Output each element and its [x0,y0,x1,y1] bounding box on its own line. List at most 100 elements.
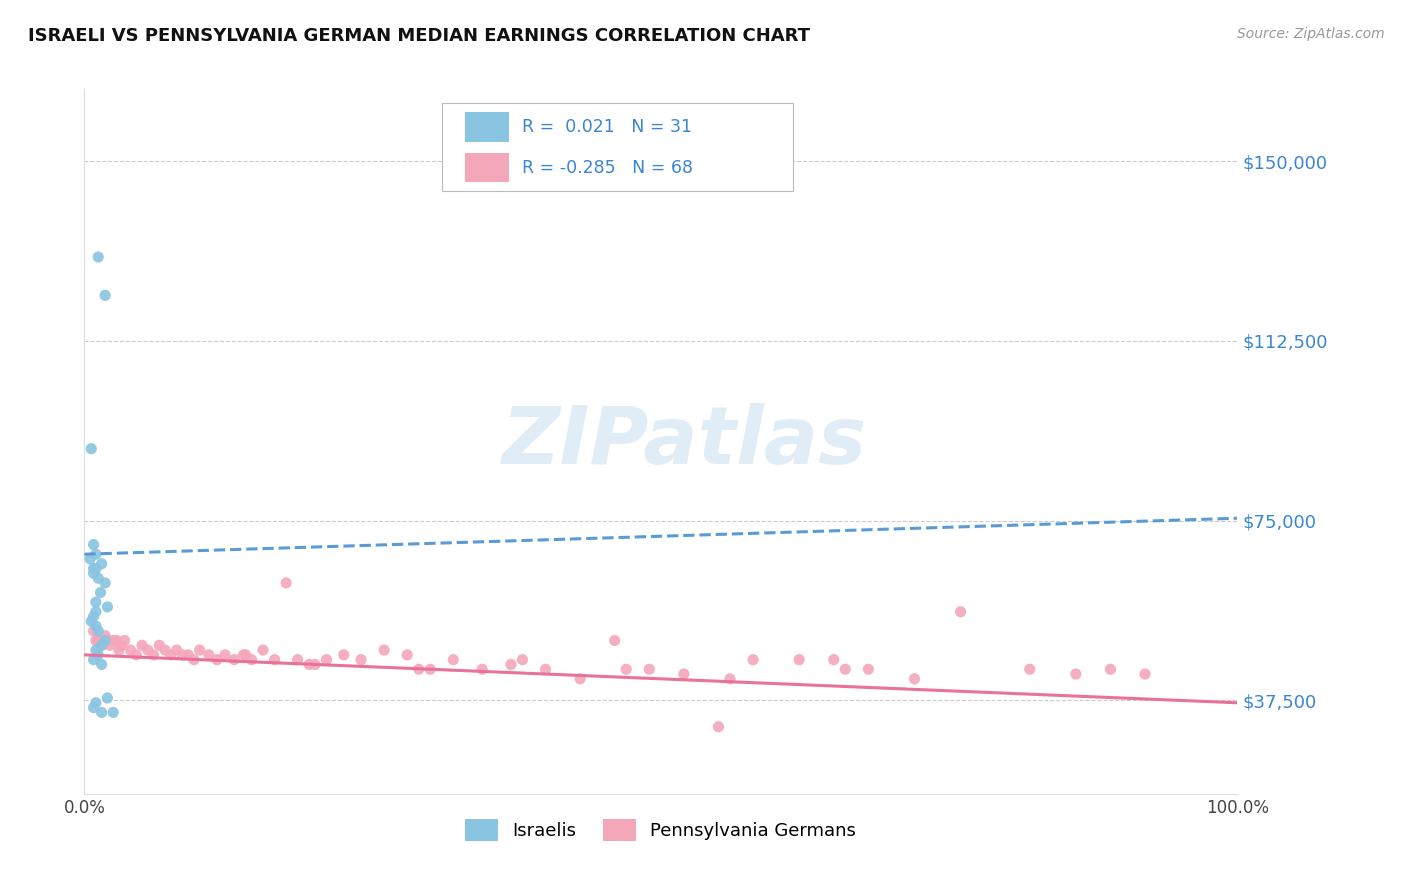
Point [188,643,211,657]
Point [471,662,494,676]
Point [499,657,522,672]
Point [125,648,148,662]
Point [160,648,183,662]
Text: Source: ZipAtlas.com: Source: ZipAtlas.com [1237,27,1385,41]
Point [373,643,395,657]
Point [232,648,254,662]
Point [172,648,194,662]
Point [96,691,118,706]
Point [949,605,972,619]
Point [114,633,136,648]
Point [205,653,228,667]
Text: ZIPatlas: ZIPatlas [502,402,866,481]
Point [80,442,103,456]
FancyBboxPatch shape [465,112,509,142]
Point [350,653,373,667]
Point [87,250,110,264]
Point [94,288,117,302]
Point [142,648,165,662]
Point [224,653,246,667]
Point [569,672,592,686]
Point [131,638,153,652]
Point [742,653,765,667]
Point [94,633,117,648]
Point [214,648,236,662]
Point [315,653,337,667]
Point [96,633,118,648]
Point [638,662,661,676]
FancyBboxPatch shape [441,103,793,192]
Point [603,633,626,648]
Point [534,662,557,676]
Point [166,643,188,657]
Point [87,624,110,638]
Point [98,638,121,652]
Point [90,638,112,652]
Point [153,643,176,657]
Point [83,700,105,714]
Point [787,653,810,667]
Point [87,633,110,648]
Point [94,576,117,591]
Point [298,657,321,672]
Point [276,576,298,591]
Point [148,638,170,652]
Point [1133,667,1156,681]
Point [177,648,200,662]
Point [103,706,124,720]
Point [108,643,131,657]
Point [823,653,845,667]
Point [1099,662,1122,676]
Point [80,615,103,629]
Point [90,638,112,652]
Point [94,629,117,643]
Point [103,633,124,648]
Legend: Israelis, Pennsylvania Germans: Israelis, Pennsylvania Germans [458,812,863,848]
Point [304,657,326,672]
Point [110,638,132,652]
Point [89,585,111,599]
Point [1018,662,1040,676]
Point [84,643,107,657]
FancyBboxPatch shape [465,153,509,182]
Point [235,648,257,662]
Point [83,653,105,667]
Point [84,595,107,609]
Point [263,653,285,667]
Point [198,648,221,662]
Text: R = -0.285   N = 68: R = -0.285 N = 68 [523,159,693,177]
Point [136,643,159,657]
Point [83,538,105,552]
Point [672,667,695,681]
Point [287,653,309,667]
Point [903,672,925,686]
Point [83,624,105,638]
Point [84,547,107,561]
Point [79,552,101,566]
Point [105,633,128,648]
Point [84,619,107,633]
Point [333,648,356,662]
Point [84,633,107,648]
Point [87,648,110,662]
Point [240,653,263,667]
Point [441,653,464,667]
Point [96,599,118,614]
Point [83,561,105,575]
Point [84,696,107,710]
Point [718,672,741,686]
Point [858,662,880,676]
Point [183,653,205,667]
Point [396,648,419,662]
Point [707,720,730,734]
Point [1064,667,1087,681]
Point [84,605,107,619]
Point [512,653,534,667]
Point [252,643,274,657]
Point [87,571,110,585]
Point [408,662,430,676]
Point [90,557,112,571]
Point [834,662,856,676]
Point [90,706,112,720]
Text: R =  0.021   N = 31: R = 0.021 N = 31 [523,118,693,136]
